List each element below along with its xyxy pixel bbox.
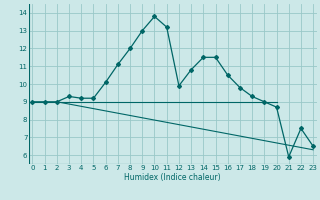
X-axis label: Humidex (Indice chaleur): Humidex (Indice chaleur) [124,173,221,182]
